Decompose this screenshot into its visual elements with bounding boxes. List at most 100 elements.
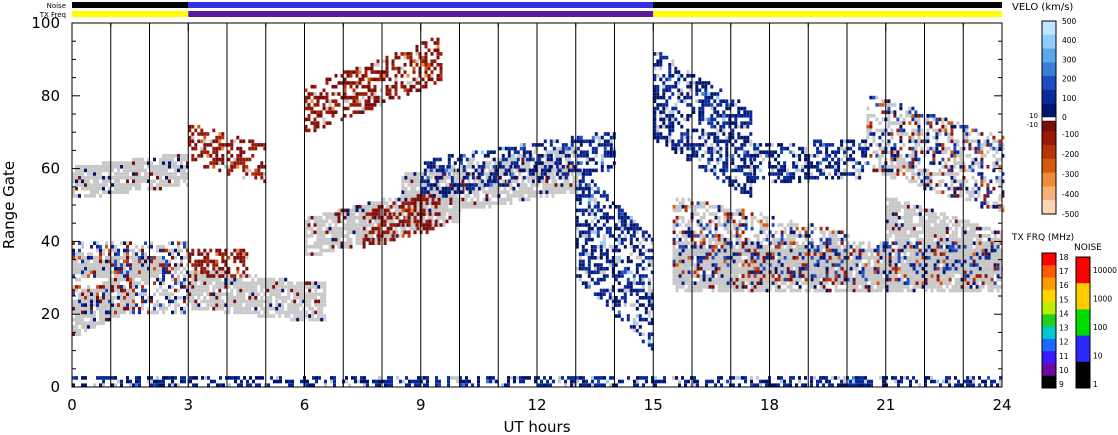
echo-cell bbox=[114, 288, 117, 293]
echo-cell bbox=[328, 248, 332, 253]
echo-cell bbox=[614, 299, 618, 304]
echo-cell bbox=[432, 161, 436, 165]
echo-cell bbox=[180, 172, 183, 176]
echo-cell bbox=[361, 77, 365, 82]
echo-cell bbox=[242, 288, 246, 293]
echo-cell bbox=[320, 296, 324, 300]
echo-cell bbox=[304, 252, 308, 256]
echo-cell bbox=[451, 219, 455, 224]
echo-cell bbox=[418, 70, 422, 74]
echo-cell bbox=[206, 270, 210, 275]
echo-cell bbox=[236, 288, 240, 293]
echo-cell bbox=[114, 296, 117, 300]
echo-cell bbox=[759, 281, 763, 285]
echo-cell bbox=[391, 59, 395, 63]
echo-cell bbox=[519, 146, 523, 151]
echo-cell bbox=[603, 150, 607, 154]
echo-cell bbox=[924, 288, 928, 293]
echo-cell bbox=[996, 259, 1000, 264]
echo-cell bbox=[452, 205, 456, 209]
echo-cell bbox=[404, 197, 408, 202]
echo-cell bbox=[120, 310, 123, 315]
echo-cell bbox=[218, 168, 222, 173]
echo-cell bbox=[684, 248, 688, 253]
echo-cell bbox=[894, 197, 898, 202]
echo-cell bbox=[951, 266, 955, 271]
echo-cell bbox=[188, 274, 192, 278]
echo-cell bbox=[578, 201, 582, 205]
echo-cell bbox=[245, 252, 249, 256]
echo-cell bbox=[593, 281, 597, 285]
echo-cell bbox=[385, 88, 389, 93]
echo-cell bbox=[527, 179, 531, 184]
echo-cell bbox=[428, 219, 432, 224]
echo-cell bbox=[488, 161, 492, 165]
echo-cell bbox=[494, 194, 498, 198]
echo-cell bbox=[183, 179, 186, 184]
echo-cell bbox=[278, 296, 282, 300]
echo-cell bbox=[430, 223, 434, 227]
echo-cell bbox=[385, 92, 389, 96]
echo-cell bbox=[254, 306, 258, 311]
echo-cell bbox=[410, 208, 414, 213]
echo-cell bbox=[425, 212, 429, 216]
echo-cell bbox=[343, 95, 347, 100]
echo-cell bbox=[299, 317, 303, 322]
echo-cell bbox=[337, 230, 341, 235]
echo-cell bbox=[340, 230, 344, 235]
echo-cell bbox=[168, 183, 171, 187]
echo-cell bbox=[349, 212, 353, 216]
echo-cell bbox=[530, 190, 534, 194]
echo-cell bbox=[117, 274, 120, 278]
echo-cell bbox=[629, 292, 633, 296]
echo-cell bbox=[200, 274, 204, 278]
echo-cell bbox=[430, 37, 434, 42]
echo-cell bbox=[563, 190, 567, 194]
echo-cell bbox=[379, 208, 383, 213]
echo-cell bbox=[425, 219, 429, 224]
echo-cell bbox=[114, 183, 117, 187]
echo-cell bbox=[337, 212, 341, 216]
echo-cell bbox=[885, 237, 889, 242]
echo-cell bbox=[183, 172, 186, 176]
echo-cell bbox=[340, 74, 344, 78]
echo-cell bbox=[687, 266, 691, 271]
echo-cell bbox=[626, 270, 630, 275]
echo-cell bbox=[591, 146, 595, 151]
echo-cell bbox=[111, 306, 114, 311]
echo-cell bbox=[885, 234, 889, 238]
echo-cell bbox=[483, 183, 487, 187]
echo-cell bbox=[343, 114, 347, 118]
echo-cell bbox=[984, 263, 988, 267]
echo-cell bbox=[486, 165, 490, 169]
echo-cell bbox=[75, 186, 78, 191]
echo-cell bbox=[602, 194, 606, 198]
echo-cell bbox=[789, 288, 793, 293]
echo-cell bbox=[200, 288, 204, 293]
echo-cell bbox=[765, 263, 769, 267]
echo-cell bbox=[377, 215, 381, 220]
echo-cell bbox=[72, 194, 75, 198]
echo-cell bbox=[227, 143, 231, 147]
echo-cell bbox=[593, 223, 597, 227]
echo-cell bbox=[409, 84, 413, 89]
echo-cell bbox=[266, 306, 270, 311]
echo-cell bbox=[81, 179, 84, 184]
echo-cell bbox=[581, 190, 585, 194]
echo-cell bbox=[334, 215, 338, 220]
echo-cell bbox=[322, 117, 326, 122]
txfreq-strip-label: TX Freq bbox=[39, 11, 66, 19]
echo-cell bbox=[518, 186, 522, 191]
echo-cell bbox=[846, 285, 850, 289]
echo-cell bbox=[906, 205, 910, 209]
echo-cell bbox=[105, 190, 108, 194]
echo-cell bbox=[891, 212, 895, 216]
echo-cell bbox=[197, 303, 201, 307]
echo-cell bbox=[530, 154, 534, 158]
echo-cell bbox=[840, 263, 844, 267]
echo-cell bbox=[81, 321, 84, 326]
echo-cell bbox=[593, 201, 597, 205]
echo-cell bbox=[429, 186, 433, 191]
echo-cell bbox=[906, 274, 910, 278]
echo-cell bbox=[307, 226, 311, 231]
